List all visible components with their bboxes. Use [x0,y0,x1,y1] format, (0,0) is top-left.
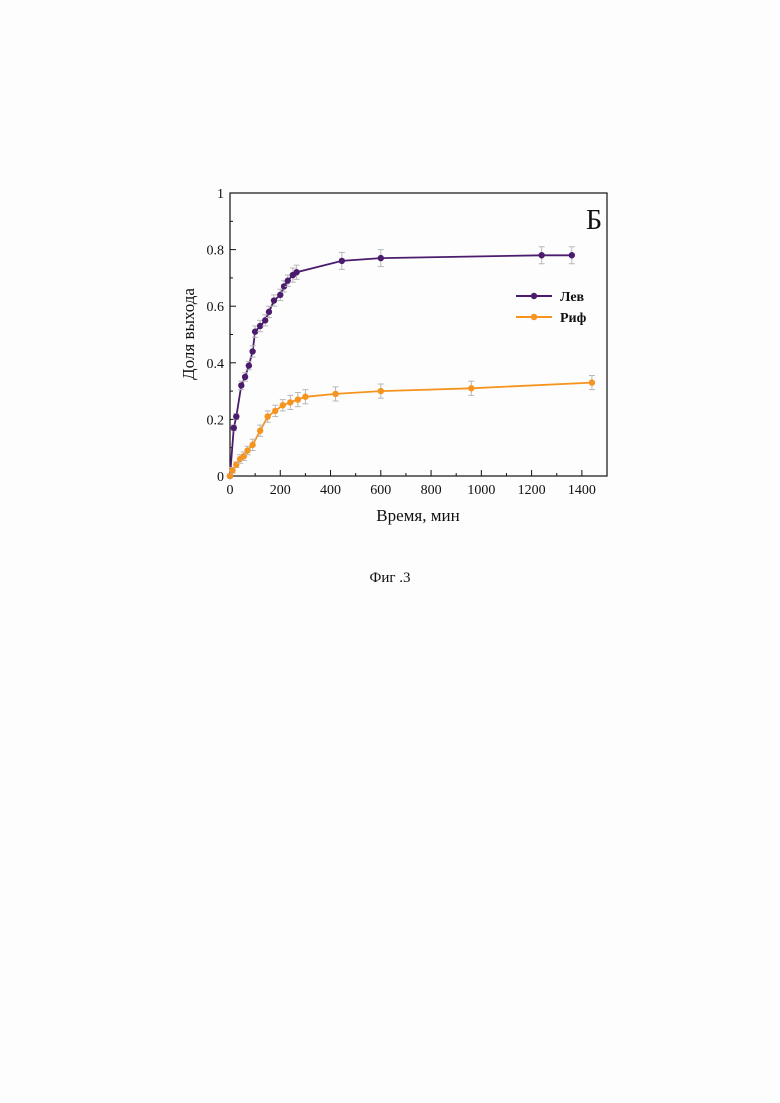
data-point-rif [229,467,235,473]
data-point-lev [238,382,244,388]
legend-marker-rif [531,314,537,320]
legend-label-lev: Лев [560,290,585,305]
y-tick-label: 0.6 [207,300,225,315]
x-tick-label: 400 [320,483,341,498]
data-point-rif [249,442,255,448]
data-point-rif [257,428,263,434]
data-point-lev [569,252,575,258]
panel-label: Б [586,205,602,236]
legend: Лев Риф [516,290,587,326]
data-point-lev [378,255,384,261]
data-point-rif [378,388,384,394]
x-tick-label: 0 [227,483,234,498]
data-point-rif [332,391,338,397]
x-tick-label: 800 [421,483,442,498]
y-tick-label: 0.8 [207,244,225,259]
data-point-lev [246,362,252,368]
y-tick-label: 1 [217,187,224,202]
data-point-rif [287,399,293,405]
data-point-rif [241,453,247,459]
y-tick-label: 0.4 [207,357,225,372]
data-point-rif [468,385,474,391]
series-line-lev [230,255,572,476]
data-point-rif [589,379,595,385]
legend-label-rif: Риф [560,311,587,326]
figure-caption: Фиг .3 [0,570,780,587]
data-point-lev [266,309,272,315]
x-tick-label: 600 [370,483,391,498]
data-point-lev [285,278,291,284]
y-axis-title: Доля выхода [179,288,198,380]
data-point-lev [538,252,544,258]
data-point-lev [249,348,255,354]
x-tick-label: 200 [270,483,291,498]
y-tick-label: 0 [217,470,224,485]
data-point-rif [227,473,233,479]
x-tick-label: 1400 [568,483,596,498]
data-point-rif [233,461,239,467]
data-point-lev [339,258,345,264]
legend-marker-lev [531,293,537,299]
data-point-rif [302,394,308,400]
data-point-lev [293,269,299,275]
series-line-rif [230,383,592,476]
data-point-lev [277,292,283,298]
data-point-rif [295,396,301,402]
x-axis-title: Время, мин [376,506,459,525]
data-point-lev [271,297,277,303]
data-point-rif [272,408,278,414]
y-tick-label: 0.2 [207,413,225,428]
data-point-rif [265,413,271,419]
data-point-lev [233,413,239,419]
data-point-lev [231,425,237,431]
x-tick-label: 1000 [467,483,495,498]
data-point-rif [280,402,286,408]
plot-frame [230,193,607,476]
data-point-lev [262,317,268,323]
x-tick-label: 1200 [518,483,546,498]
data-point-lev [242,374,248,380]
